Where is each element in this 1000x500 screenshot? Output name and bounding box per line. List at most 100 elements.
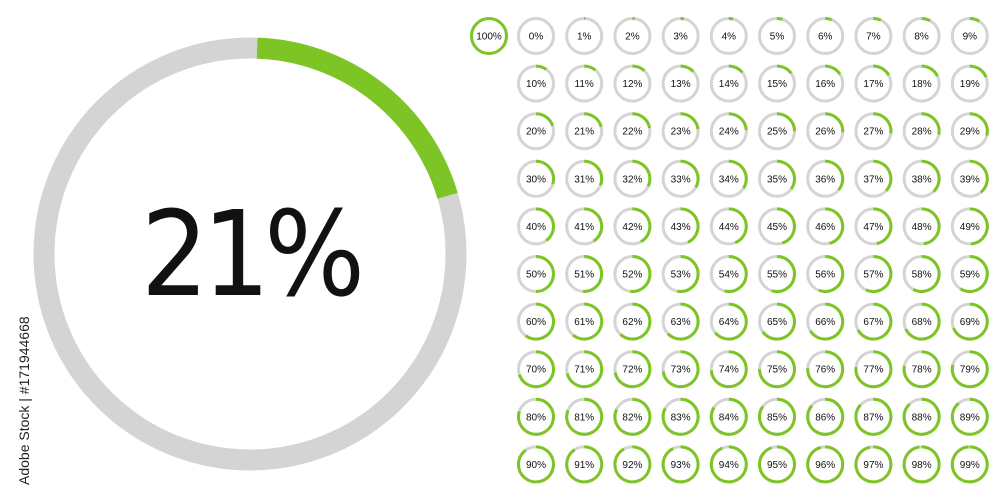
small-ring-label: 68% [912, 317, 932, 328]
small-ring-label: 88% [912, 412, 932, 423]
small-ring: 27% [854, 112, 893, 151]
small-ring-label: 52% [622, 270, 642, 281]
small-ring: 76% [806, 350, 845, 389]
small-ring: 99% [950, 445, 989, 484]
small-ring-label: 61% [574, 317, 594, 328]
small-ring-progress-arc [921, 112, 941, 135]
small-ring: 72% [613, 350, 652, 389]
small-ring-label: 19% [960, 79, 980, 90]
small-ring-label: 77% [863, 365, 883, 376]
small-ring-progress-arc [680, 159, 700, 188]
small-ring-progress-arc [809, 302, 845, 341]
small-ring-label: 8% [914, 32, 929, 43]
small-ring-label: 79% [960, 365, 980, 376]
small-ring: 93% [661, 445, 700, 484]
small-ring-progress-arc [630, 255, 652, 293]
small-ring-label: 34% [719, 174, 739, 185]
small-ring: 8% [902, 16, 941, 55]
stock-id-watermark: Adobe Stock | #171944668 [14, 265, 34, 485]
small-ring: 39% [950, 159, 989, 198]
small-ring-label: 21% [574, 127, 594, 138]
small-ring-label: 59% [960, 270, 980, 281]
small-ring-progress-arc [728, 17, 734, 21]
small-ring: 98% [902, 445, 941, 484]
small-ring-label: 9% [963, 32, 978, 43]
small-ring-label: 55% [767, 270, 787, 281]
small-ring: 88% [902, 397, 941, 436]
small-ring-label: 62% [622, 317, 642, 328]
small-ring-label: 53% [671, 270, 691, 281]
small-ring-label: 15% [767, 79, 787, 90]
small-ring-label: 99% [960, 460, 980, 471]
small-ring-progress-arc [776, 112, 796, 132]
small-ring-label: 27% [863, 127, 883, 138]
small-ring-label: 49% [960, 222, 980, 233]
small-ring-progress-arc [661, 445, 700, 484]
small-ring: 87% [854, 397, 893, 436]
small-ring-label: 29% [960, 127, 980, 138]
small-ring-label: 5% [770, 32, 785, 43]
small-ring: 65% [758, 302, 796, 341]
small-ring-label: 64% [719, 317, 739, 328]
small-ring-progress-arc [758, 397, 796, 436]
small-ring-label: 6% [818, 32, 833, 43]
small-ring-label: 54% [719, 270, 739, 281]
small-ring: 13% [661, 64, 700, 103]
small-ring-label: 39% [960, 174, 980, 185]
small-ring-progress-arc [565, 445, 604, 484]
small-ring-label: 11% [575, 79, 594, 90]
small-ring-progress-arc [680, 207, 700, 244]
small-ring: 83% [661, 397, 700, 436]
small-ring-label: 16% [815, 79, 835, 90]
small-ring: 64% [709, 302, 748, 341]
small-ring: 11% [565, 64, 604, 103]
small-ring-progress-arc [613, 397, 652, 436]
small-ring: 29% [950, 112, 989, 151]
small-ring: 33% [661, 159, 700, 198]
small-ring: 57% [854, 255, 893, 293]
small-ring: 5% [758, 17, 796, 55]
large-ring-progress-arc [256, 37, 458, 199]
small-ring: 21% [565, 112, 604, 151]
small-ring-progress-arc [666, 302, 700, 341]
small-ring: 36% [806, 159, 845, 198]
small-ring-progress-arc [873, 64, 891, 76]
small-ring-progress-arc [632, 159, 652, 187]
small-ring-progress-arc [952, 302, 989, 341]
small-ring-progress-arc [584, 112, 603, 128]
small-ring-progress-arc [921, 159, 941, 193]
small-ring: 52% [613, 255, 652, 293]
small-ring: 45% [758, 207, 796, 246]
small-ring-progress-arc [661, 350, 700, 389]
small-ring-progress-arc [921, 16, 931, 23]
small-ring-label: 98% [912, 460, 932, 471]
small-ring: 100% [470, 17, 508, 55]
small-ring-label: 60% [526, 317, 546, 328]
small-ring: 30% [517, 159, 555, 198]
small-ring-progress-arc [873, 159, 893, 192]
small-ring: 41% [565, 207, 604, 246]
small-ring-progress-arc [535, 255, 555, 293]
small-ring: 12% [613, 64, 652, 103]
small-ring: 46% [806, 207, 845, 246]
small-ring-label: 66% [815, 317, 835, 328]
small-ring: 20% [517, 112, 555, 151]
small-ring-label: 42% [622, 222, 642, 233]
small-ring: 34% [709, 159, 748, 198]
small-ring-progress-arc [572, 302, 604, 341]
small-ring-label: 36% [815, 174, 835, 185]
small-ring: 9% [950, 16, 989, 55]
small-ring: 38% [902, 159, 941, 198]
small-ring-label: 31% [574, 174, 594, 185]
small-ring-progress-arc [969, 159, 989, 194]
small-ring: 43% [661, 207, 700, 246]
small-ring-progress-arc [950, 397, 989, 436]
small-ring: 26% [806, 112, 845, 151]
small-ring: 75% [758, 350, 796, 389]
small-ring: 79% [950, 350, 989, 389]
large-percentage-ring: 21% [33, 37, 467, 471]
small-ring-label: 17% [863, 79, 883, 90]
small-ring: 1% [565, 17, 604, 55]
small-ring-label: 26% [815, 127, 835, 138]
